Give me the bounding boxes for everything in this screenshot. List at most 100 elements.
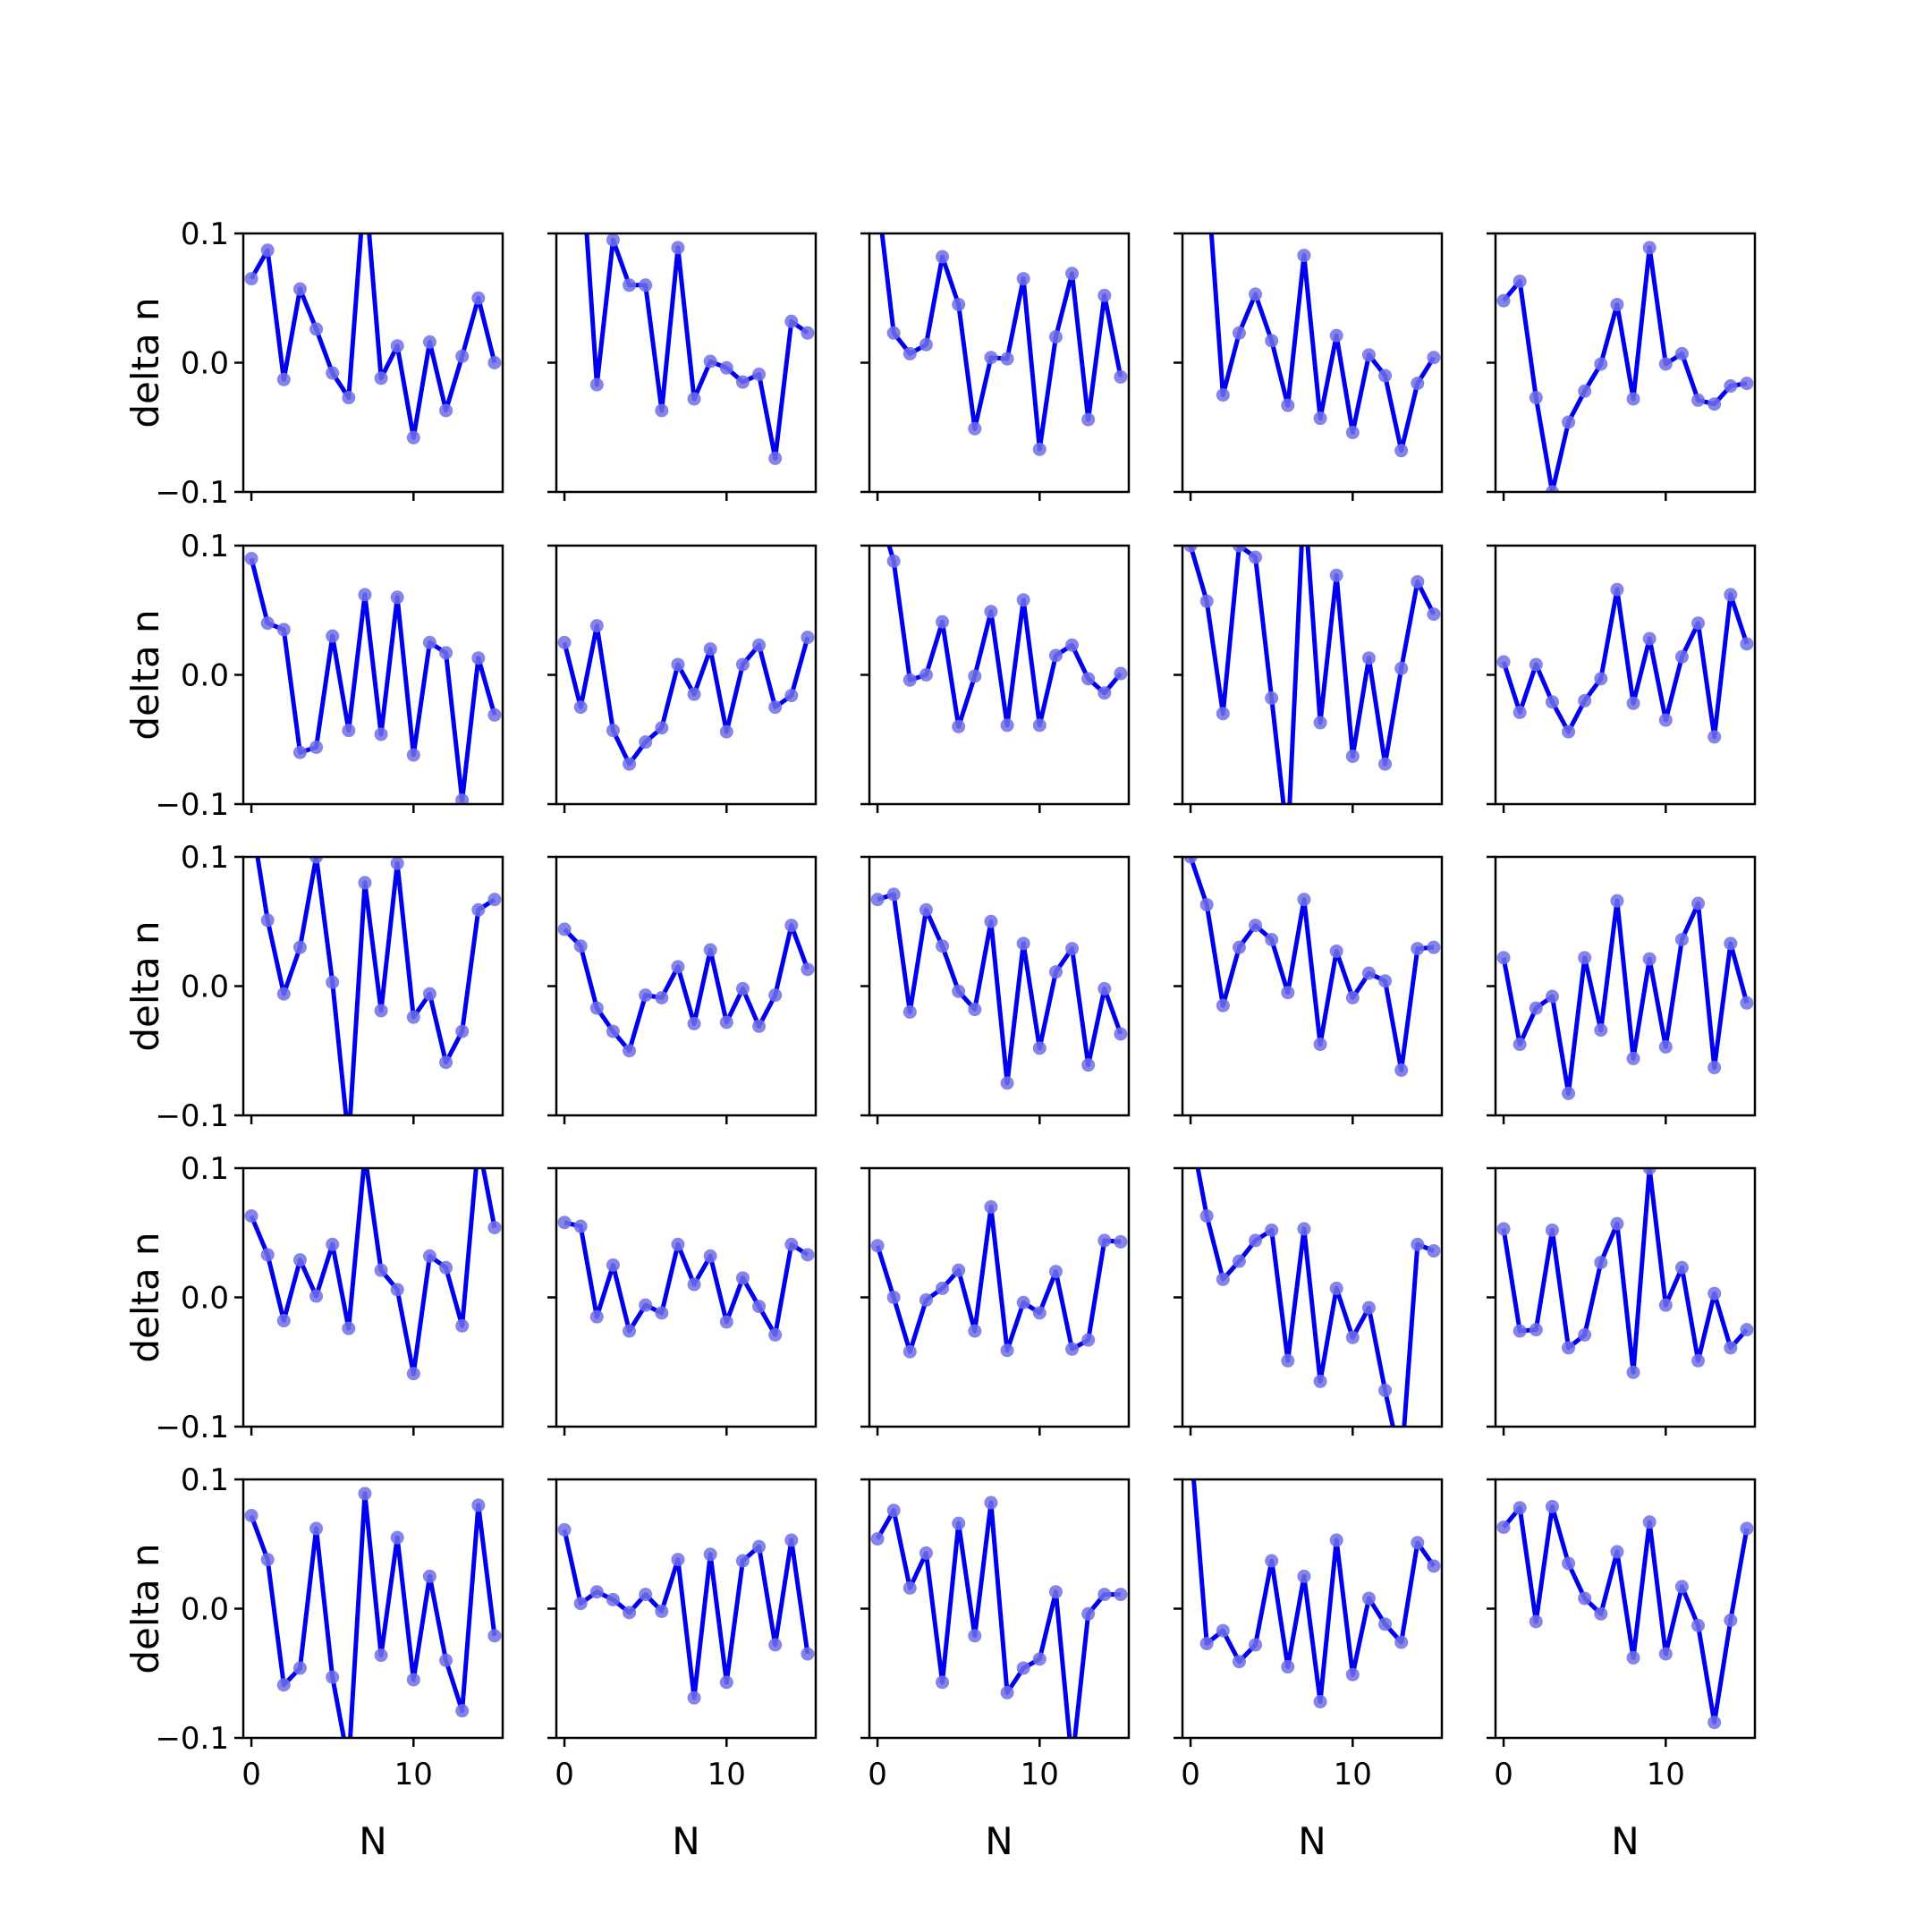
data-point [1048,1585,1063,1599]
data-point [687,392,701,406]
data-point [919,1292,933,1307]
series-line [1208,233,1436,453]
data-point [1394,444,1409,458]
data-point [374,1004,388,1018]
data-point [1329,568,1343,582]
data-point [984,914,998,928]
data-point [1740,996,1754,1010]
data-point [292,745,307,759]
data-point [1048,330,1063,344]
series-group [1191,1479,1441,1709]
series-group [1496,582,1754,744]
data-point [1329,944,1343,958]
data-point [276,987,291,1001]
panel-r0-c2 [860,232,1131,501]
y-tick-label: 0.0 [181,970,229,1005]
series-line [249,1491,497,1738]
data-point [784,1533,799,1547]
data-point [1545,989,1559,1004]
data-point [1740,377,1754,391]
data-point [919,668,933,682]
data-point [719,724,733,739]
data-point [968,1629,982,1643]
data-point [902,673,917,687]
data-point [422,335,436,349]
data-point [870,1531,885,1546]
data-point [606,1024,620,1038]
data-point [919,337,933,352]
data-point [1658,357,1673,371]
data-point [1626,1365,1640,1379]
data-point [326,1670,340,1684]
data-point [260,616,275,631]
data-point [1184,1123,1198,1136]
data-point [1249,1233,1263,1248]
data-point [671,657,685,672]
data-point [455,1024,470,1038]
data-point [1216,1623,1230,1638]
data-point [1000,1076,1014,1090]
data-point [260,243,275,258]
data-point [1048,648,1063,663]
data-point [1594,672,1608,686]
data-point [439,646,453,660]
data-point [886,1291,901,1304]
data-point [687,687,701,701]
data-point [1674,1580,1689,1594]
data-point [968,669,982,683]
data-point [1513,1324,1527,1338]
data-point [1048,965,1063,979]
y-tick-label: −0.1 [155,475,229,511]
panel-r0-c4 [1487,232,1757,501]
data-point [1361,1301,1376,1315]
data-point [639,988,653,1003]
data-point [1016,936,1030,951]
data-point [1707,397,1722,411]
data-point [342,1757,355,1770]
data-point [768,1638,783,1652]
data-point [1281,1660,1295,1674]
data-point [1345,426,1360,440]
data-point [1000,1343,1014,1358]
series-group [870,1496,1128,1738]
data-point [1048,1265,1063,1279]
data-point [557,1216,572,1230]
data-point [703,642,717,657]
data-point [1378,1617,1393,1631]
data-point [1114,666,1128,681]
data-point [1529,1614,1543,1629]
series-line [1188,857,1435,1072]
data-point [1658,1039,1673,1054]
y-tick-label: −0.1 [155,1098,229,1134]
data-point [1545,485,1559,492]
x-axis-label: N [1298,1819,1326,1863]
data-point [1626,1051,1640,1065]
data-point [801,631,815,645]
axes-frame [868,232,1131,494]
data-point [735,375,750,389]
data-point [439,403,453,418]
data-point [406,1010,420,1024]
series-line [255,857,496,1115]
data-point [1427,1559,1441,1573]
data-point [1529,1001,1543,1015]
x-axis-label: N [1611,1819,1639,1863]
data-point [801,1248,815,1262]
data-point [1032,1041,1046,1055]
data-point [984,605,998,619]
data-point [455,793,470,804]
x-tick-label: 0 [555,1757,574,1792]
data-point [1610,894,1624,908]
data-point [1297,893,1311,907]
panel-r1-c0: −0.1 0.0 0.1 delta n [123,529,504,823]
data-point [1394,1459,1408,1472]
data-point [735,657,750,672]
data-point [309,1521,324,1536]
data-point [390,1283,404,1297]
data-point [1032,1306,1046,1320]
data-point [1411,574,1425,589]
data-point [1724,588,1738,602]
data-point [1232,326,1246,340]
series-line [877,892,1123,1086]
data-point [1724,379,1738,394]
